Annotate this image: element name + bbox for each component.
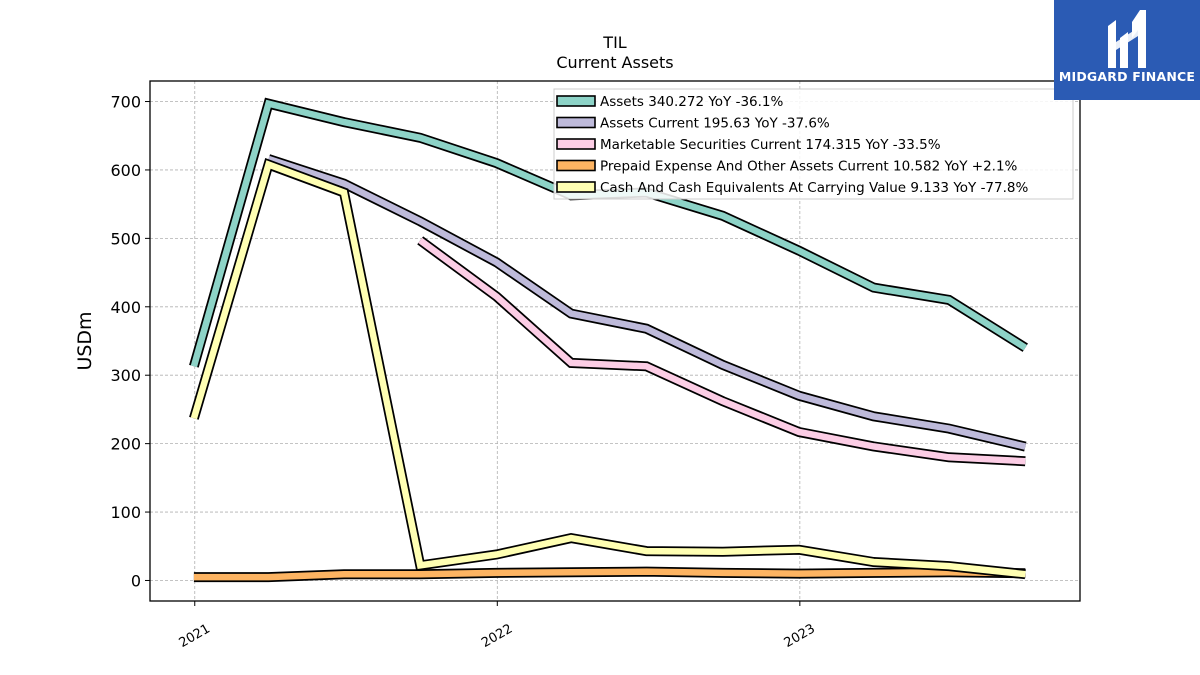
- legend-entry: Cash And Cash Equivalents At Carrying Va…: [600, 180, 1028, 196]
- y-tick-label: 300: [110, 366, 141, 385]
- legend-swatch: [556, 181, 596, 193]
- brand-logo: MIDGARD FINANCE: [1054, 0, 1200, 100]
- series-layer: [189, 97, 1028, 583]
- legend-swatch: [556, 138, 596, 150]
- legend-swatch: [556, 116, 596, 129]
- y-axis: 0 100 200 300 400 500 600 700: [110, 93, 150, 590]
- legend-entry: Assets Current 195.63 YoY -37.6%: [600, 116, 830, 132]
- series-line-cash-and-cash-equivalents-at-carrying-value: [190, 160, 1026, 578]
- legend-swatch: [556, 95, 596, 107]
- y-tick-label: 0: [131, 571, 141, 590]
- series-line-marketable-securities-current: [418, 237, 1026, 465]
- chart-subtitle: Current Assets: [556, 53, 673, 72]
- y-tick-label: 600: [110, 161, 141, 180]
- series-line-prepaid-expense-and-other-assets-current: [193, 568, 1026, 581]
- legend: Assets 340.272 YoY -36.1% Assets Current …: [553, 88, 1074, 200]
- x-tick-label: 2021: [177, 621, 213, 651]
- x-tick-label: 2022: [479, 621, 515, 651]
- legend-swatch: [556, 159, 596, 172]
- y-tick-label: 700: [110, 93, 141, 112]
- legend-box: [553, 88, 1074, 200]
- y-tick-label: 500: [110, 229, 141, 248]
- midgard-logo-icon: [1108, 10, 1146, 68]
- x-tick-label: 2023: [782, 621, 818, 651]
- y-tick-label: 100: [110, 503, 141, 522]
- legend-entry: Prepaid Expense And Other Assets Current…: [600, 159, 1018, 175]
- chart-title: TIL: [602, 33, 626, 52]
- series-line-assets-current: [267, 155, 1027, 450]
- y-tick-label: 400: [110, 298, 141, 317]
- brand-name: MIDGARD FINANCE: [1058, 69, 1196, 84]
- x-axis: 2021 2022 2023: [177, 601, 818, 651]
- plot-frame: [149, 80, 1081, 602]
- y-axis-label: USDm: [74, 311, 96, 370]
- legend-entry: Marketable Securities Current 174.315 Yo…: [600, 137, 941, 153]
- legend-entry: Assets 340.272 YoY -36.1%: [600, 94, 784, 110]
- y-tick-label: 200: [110, 435, 141, 454]
